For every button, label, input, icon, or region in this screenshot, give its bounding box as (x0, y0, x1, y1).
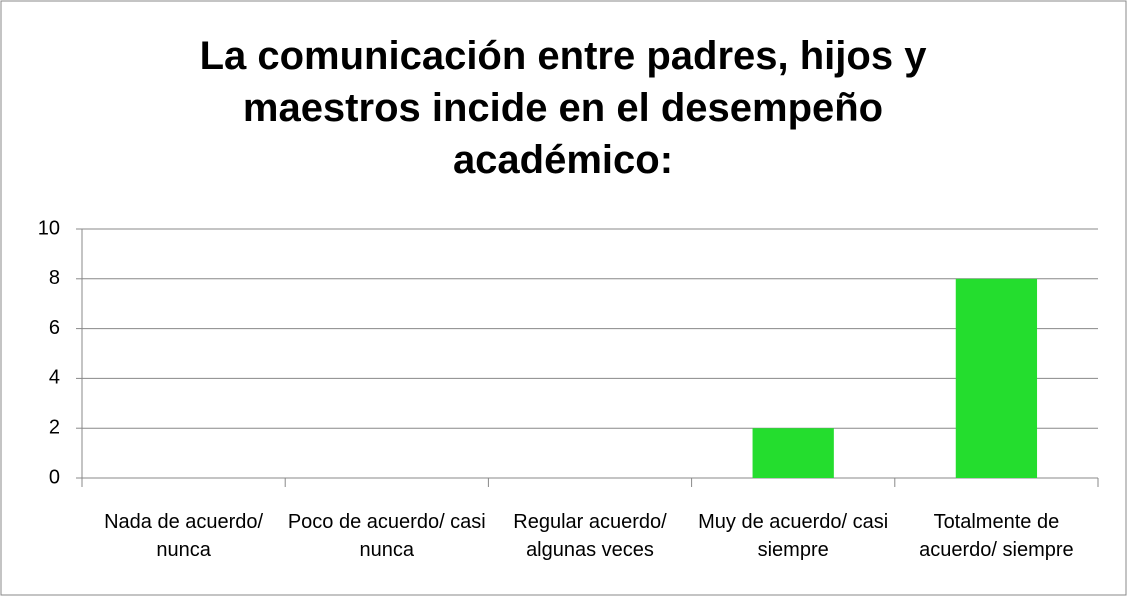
y-tick-label: 10 (38, 217, 60, 239)
bar (752, 428, 834, 478)
x-tick-label: Muy de acuerdo/ casi siempre (698, 511, 889, 561)
y-tick-label: 4 (49, 367, 60, 389)
bar (955, 278, 1038, 478)
y-tick-label: 6 (49, 317, 60, 339)
chart-title: La comunicación entre padres, hijos y ma… (199, 34, 927, 182)
y-tick-label: 8 (49, 267, 60, 289)
x-tick-label: Nada de acuerdo/ nunca (104, 511, 264, 561)
x-tick-label: Regular acuerdo/ algunas veces (513, 511, 667, 561)
y-tick-label: 2 (49, 416, 60, 438)
x-tick-label: Poco de acuerdo/ casi nunca (287, 511, 486, 561)
x-tick-label: Totalmente de acuerdo/ siempre (919, 511, 1074, 561)
y-tick-label: 0 (49, 466, 60, 488)
